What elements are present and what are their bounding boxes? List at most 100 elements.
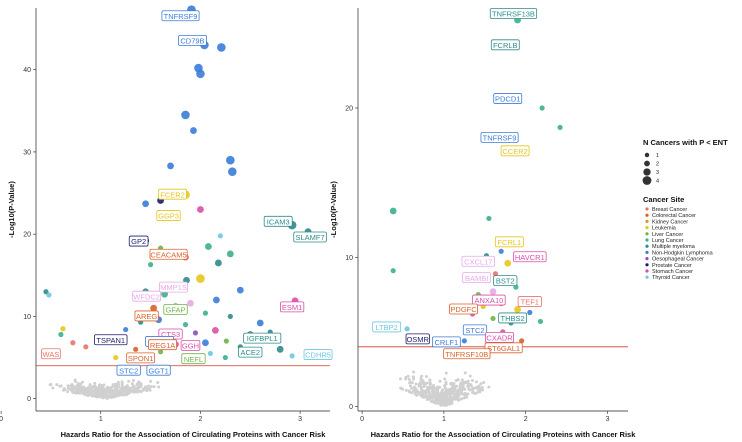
site-legend-dot [645, 238, 649, 242]
protein-label: BST2 [493, 275, 518, 287]
background-point [99, 394, 103, 398]
protein-label-text: TNFRSF10B [445, 350, 488, 359]
size-legend-dot [642, 176, 652, 185]
protein-label-text: GP2 [131, 237, 146, 246]
background-point [130, 382, 134, 386]
protein-label-text: CXCL17 [464, 257, 492, 266]
data-point [205, 243, 212, 250]
background-point [423, 394, 427, 398]
background-point [460, 391, 464, 395]
protein-label-box [180, 340, 201, 351]
data-point [390, 268, 396, 274]
background-point [460, 381, 464, 385]
background-point [424, 375, 428, 379]
background-point [410, 381, 414, 385]
protein-label: GFAP [163, 303, 188, 315]
protein-label-text: GGT1 [148, 366, 168, 375]
background-point [443, 384, 447, 388]
background-point [149, 385, 153, 389]
protein-label: STC2 [116, 364, 141, 376]
background-point [152, 385, 156, 389]
data-point [133, 346, 139, 352]
data-point [196, 274, 205, 283]
site-legend-dot [645, 219, 649, 223]
data-point [222, 354, 228, 361]
protein-label-text: WAS [43, 350, 60, 359]
background-point [453, 388, 457, 392]
data-point [192, 330, 199, 336]
data-point [226, 155, 235, 165]
protein-label: CDHR5 [303, 349, 333, 360]
protein-label-text: GGP3 [158, 212, 179, 221]
background-point [473, 391, 477, 395]
background-point [455, 393, 459, 397]
protein-label-text: TSPAN1 [96, 336, 125, 345]
data-point [514, 306, 521, 313]
protein-label: ACE2 [238, 346, 263, 358]
protein-label-box [431, 336, 461, 348]
protein-label-box [161, 10, 200, 22]
data-point [70, 340, 76, 346]
protein-label-box [128, 235, 149, 247]
protein-label-box [181, 353, 206, 365]
background-point [449, 390, 453, 394]
background-point [95, 395, 99, 399]
background-point [455, 396, 459, 400]
protein-label: CXCL17 [461, 255, 495, 267]
data-point [187, 299, 194, 307]
background-point [477, 387, 481, 391]
data-point [150, 304, 158, 312]
data-point [389, 207, 397, 215]
background-point [408, 384, 412, 388]
protein-label: TSPAN1 [94, 334, 128, 346]
background-point [420, 374, 424, 378]
background-point [429, 382, 433, 386]
y-tick-label: 0 [27, 396, 31, 403]
background-point [131, 385, 135, 389]
site-legend-label: Non-Hodgkin Lymphoma [652, 250, 714, 256]
background-point [105, 388, 109, 392]
protein-label: FCRL1 [494, 236, 524, 248]
data-point [157, 349, 164, 355]
protein-label: CD79B [178, 34, 207, 46]
background-point [157, 385, 161, 389]
protein-label-text: NEFL [184, 355, 203, 364]
background-point [444, 380, 448, 384]
protein-label: TNFRSF13B [489, 8, 538, 19]
protein-label-box [513, 251, 547, 263]
background-point [429, 393, 433, 397]
background-point [443, 386, 447, 390]
background-point [462, 392, 466, 396]
protein-label-box [132, 290, 162, 302]
background-point [461, 385, 465, 389]
data-point [167, 162, 174, 170]
data-point [490, 315, 496, 322]
data-point [212, 296, 220, 304]
site-legend-label: Leukemia [652, 226, 677, 232]
legend: N Cancers with P < ENT 1 2 3 4 Cancer Site Bre… [642, 138, 728, 281]
background-point [410, 386, 414, 390]
protein-label: OSMR [405, 333, 430, 345]
protein-label-box [372, 321, 402, 333]
background-point [62, 387, 66, 391]
background-point [425, 394, 429, 398]
protein-label-text: ACE2 [240, 348, 260, 357]
background-point [480, 386, 484, 390]
data-point [537, 318, 544, 325]
background-point [102, 383, 106, 387]
background-point [456, 398, 460, 402]
data-point [227, 313, 233, 320]
background-point [457, 392, 461, 396]
protein-label-text: OSMR [406, 335, 429, 344]
size-legend-label: 4 [656, 179, 659, 185]
x-axis-title: Hazards Ratio for the Association of Cir… [61, 430, 327, 439]
background-point [435, 388, 439, 392]
protein-label-box [148, 339, 177, 351]
protein-label: GGP3 [156, 210, 181, 221]
protein-label: LTBP2 [372, 321, 402, 333]
background-point [413, 392, 417, 396]
background-point [421, 391, 425, 395]
background-point [66, 390, 70, 394]
data-point [113, 354, 119, 361]
background-point [139, 383, 143, 387]
